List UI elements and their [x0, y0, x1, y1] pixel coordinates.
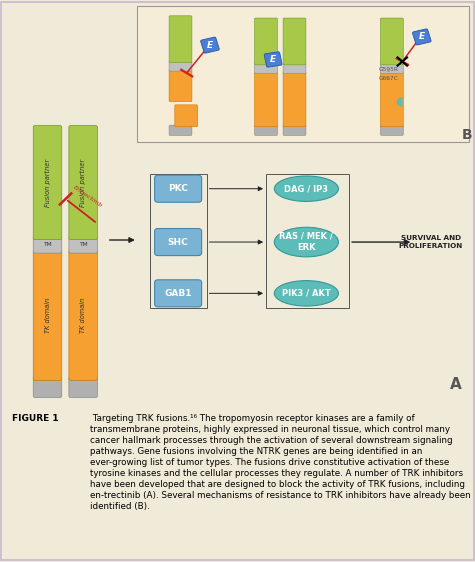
FancyBboxPatch shape — [155, 229, 202, 256]
Text: Entrectinib: Entrectinib — [72, 184, 104, 208]
Text: FIGURE 1: FIGURE 1 — [12, 414, 58, 423]
FancyBboxPatch shape — [283, 63, 306, 74]
FancyBboxPatch shape — [283, 18, 306, 65]
FancyBboxPatch shape — [169, 61, 192, 71]
FancyBboxPatch shape — [200, 37, 219, 53]
FancyBboxPatch shape — [33, 250, 62, 380]
FancyBboxPatch shape — [255, 18, 277, 65]
Text: DAG / IP3: DAG / IP3 — [285, 184, 328, 193]
FancyBboxPatch shape — [155, 280, 202, 307]
FancyBboxPatch shape — [175, 105, 198, 127]
FancyBboxPatch shape — [69, 125, 97, 239]
Ellipse shape — [275, 280, 338, 306]
FancyBboxPatch shape — [255, 72, 277, 127]
FancyBboxPatch shape — [69, 377, 97, 397]
FancyBboxPatch shape — [283, 125, 306, 135]
Text: Targeting TRK fusions.¹⁶ The tropomyosin receptor kinases are a family of transm: Targeting TRK fusions.¹⁶ The tropomyosin… — [90, 414, 471, 511]
Ellipse shape — [275, 227, 338, 257]
Text: TK domain: TK domain — [80, 297, 86, 333]
Text: E: E — [419, 33, 425, 42]
FancyBboxPatch shape — [69, 250, 97, 380]
FancyBboxPatch shape — [169, 16, 192, 62]
FancyBboxPatch shape — [169, 70, 192, 102]
FancyBboxPatch shape — [169, 125, 192, 135]
FancyBboxPatch shape — [33, 125, 62, 239]
FancyBboxPatch shape — [33, 236, 62, 253]
Text: A: A — [450, 377, 462, 392]
Text: TM: TM — [79, 242, 87, 247]
FancyBboxPatch shape — [69, 236, 97, 253]
FancyBboxPatch shape — [255, 125, 277, 135]
Text: Fusion partner: Fusion partner — [80, 158, 86, 207]
FancyBboxPatch shape — [255, 63, 277, 74]
Text: PKC: PKC — [168, 184, 188, 193]
Text: PIK3 / AKT: PIK3 / AKT — [282, 289, 331, 298]
FancyBboxPatch shape — [155, 175, 202, 202]
FancyBboxPatch shape — [380, 125, 403, 135]
FancyBboxPatch shape — [380, 72, 403, 127]
Text: RAS / MEK /: RAS / MEK / — [279, 232, 333, 241]
FancyBboxPatch shape — [412, 29, 431, 45]
Text: G667C: G667C — [379, 76, 399, 81]
FancyBboxPatch shape — [380, 63, 403, 74]
FancyBboxPatch shape — [137, 6, 469, 142]
Ellipse shape — [275, 176, 338, 201]
Text: TK domain: TK domain — [45, 297, 50, 333]
Text: B: B — [462, 129, 472, 143]
Text: Fusion partner: Fusion partner — [45, 158, 50, 207]
Text: TM: TM — [43, 242, 52, 247]
Text: E: E — [270, 55, 276, 64]
Text: E: E — [207, 40, 213, 49]
FancyBboxPatch shape — [33, 377, 62, 397]
FancyBboxPatch shape — [283, 72, 306, 127]
FancyBboxPatch shape — [264, 52, 282, 67]
Text: ERK: ERK — [297, 243, 315, 252]
Wedge shape — [397, 97, 402, 107]
Text: SURVIVAL AND
PROLIFERATION: SURVIVAL AND PROLIFERATION — [399, 235, 463, 249]
Text: GAB1: GAB1 — [164, 289, 192, 298]
FancyBboxPatch shape — [380, 18, 403, 65]
Text: SHC: SHC — [168, 238, 189, 247]
Text: G595R: G595R — [379, 66, 399, 71]
